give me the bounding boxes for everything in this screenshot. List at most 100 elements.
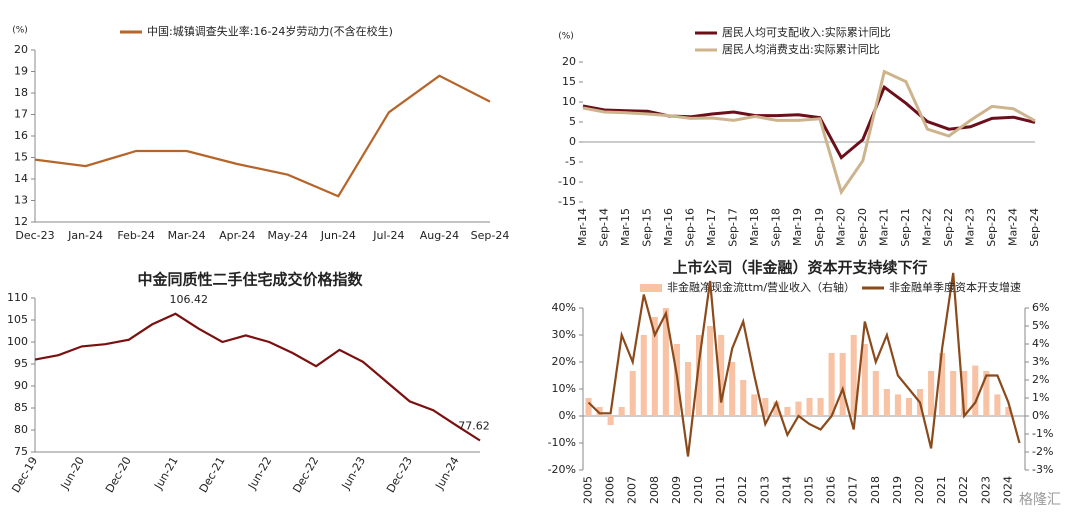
- bar: [983, 371, 990, 416]
- x-tick-label: Sep-20: [856, 208, 869, 247]
- x-tick-label: Sep-16: [684, 208, 697, 247]
- x-tick-label: 2024: [1001, 476, 1014, 504]
- bar: [607, 416, 614, 425]
- x-tick-label: Dec-19: [9, 455, 40, 496]
- x-tick-label: Dec-23: [384, 455, 415, 496]
- x-tick-label: Jun-23: [339, 455, 368, 493]
- x-tick-label: Jun-24: [432, 455, 461, 493]
- data-label: 106.42: [170, 293, 209, 306]
- y2-tick-label: 1%: [1032, 391, 1049, 404]
- bar: [939, 353, 946, 416]
- bar: [972, 365, 979, 416]
- x-tick-label: 2005: [582, 476, 595, 504]
- x-tick-label: 2010: [692, 476, 705, 504]
- bar: [828, 353, 835, 416]
- x-tick-label: Dec-21: [197, 455, 228, 496]
- bar: [961, 371, 968, 416]
- x-tick-label: Jun-20: [58, 455, 87, 493]
- x-tick-label: Jun-24: [320, 229, 356, 242]
- y-tick-label: 20: [14, 43, 28, 56]
- y-tick-label: 17: [14, 108, 28, 121]
- bar: [905, 398, 913, 416]
- x-tick-label: Aug-24: [420, 229, 459, 242]
- y-tick-label: 16: [14, 129, 28, 142]
- bar: [651, 317, 658, 416]
- x-tick-label: Mar-22: [920, 208, 933, 246]
- bar: [894, 394, 901, 416]
- x-tick-label: 2011: [714, 476, 727, 504]
- y-tick-label: 75: [14, 445, 28, 458]
- x-tick-label: Sep-21: [899, 208, 912, 247]
- x-tick-label: 2018: [869, 476, 882, 504]
- bar: [684, 362, 692, 416]
- bar: [850, 335, 857, 416]
- bar: [751, 394, 758, 416]
- legend-label: 中国:城镇调查失业率:16-24岁劳动力(不含在校生): [147, 24, 393, 38]
- bar: [740, 380, 747, 416]
- x-tick-label: Jan-24: [67, 229, 103, 242]
- x-tick-label: Sep-19: [813, 208, 826, 247]
- x-tick-label: Mar-24: [168, 229, 206, 242]
- bar: [773, 401, 780, 416]
- y2-tick-label: 4%: [1032, 337, 1049, 350]
- y2-tick-label: -2%: [1032, 445, 1053, 458]
- x-tick-label: 2008: [648, 476, 661, 504]
- x-tick-label: 2013: [758, 476, 771, 504]
- legend-label: 非金融单季度资本开支增速: [889, 280, 1021, 294]
- x-tick-label: Mar-21: [877, 208, 890, 246]
- y-tick-label: 15: [14, 151, 28, 164]
- bar: [872, 371, 879, 416]
- legend-label: 居民人均可支配收入:实际累计同比: [722, 25, 891, 39]
- x-tick-label: Mar-15: [619, 208, 632, 246]
- y-tick-label: 100: [7, 335, 28, 348]
- y2-tick-label: 2%: [1032, 373, 1049, 386]
- y-tick-label: 30%: [552, 328, 576, 341]
- bar: [640, 335, 647, 416]
- line: [582, 69, 1036, 196]
- y-tick-label: -15: [558, 195, 576, 208]
- y-tick-label: 14: [14, 172, 28, 185]
- legend-swatch: [640, 284, 662, 292]
- x-tick-label: May-24: [268, 229, 309, 242]
- y-tick-label: 110: [7, 291, 28, 304]
- x-tick-label: Dec-20: [103, 455, 134, 496]
- y-tick-label: 15: [562, 75, 576, 88]
- bar: [806, 398, 813, 416]
- bar: [695, 335, 703, 416]
- y2-tick-label: -1%: [1032, 427, 1053, 440]
- bar: [839, 353, 846, 416]
- bar: [585, 398, 592, 416]
- y-unit: (%): [12, 26, 28, 36]
- bar: [1005, 407, 1012, 416]
- y-tick-label: 0: [569, 135, 576, 148]
- x-tick-label: Sep-15: [641, 208, 654, 247]
- x-tick-label: Mar-24: [1006, 208, 1019, 246]
- y2-tick-label: 0%: [1032, 409, 1049, 422]
- y-tick-label: 20%: [552, 355, 576, 368]
- bar: [861, 344, 868, 416]
- x-tick-label: Sep-24: [1028, 208, 1041, 247]
- x-tick-label: 2007: [626, 476, 639, 504]
- legend-label: 非金融净现金流ttm/营业收入（右轴）: [667, 280, 855, 294]
- x-tick-label: Sep-14: [598, 208, 611, 247]
- x-tick-label: Sep-22: [942, 208, 955, 247]
- x-tick-label: Sep-18: [770, 208, 783, 247]
- bar: [883, 389, 890, 416]
- bar: [718, 335, 725, 416]
- legend-label: 居民人均消费支出:实际累计同比: [722, 42, 880, 56]
- x-tick-label: Mar-20: [834, 208, 847, 246]
- x-tick-label: Jun-22: [245, 455, 274, 493]
- bar: [950, 371, 957, 416]
- y-tick-label: -20%: [548, 463, 576, 476]
- x-tick-label: Mar-17: [705, 208, 718, 246]
- y-tick-label: 95: [14, 357, 28, 370]
- y-tick-label: 10: [562, 95, 576, 108]
- x-tick-label: 2022: [957, 476, 970, 504]
- bar: [762, 398, 769, 416]
- x-tick-label: 2017: [847, 476, 860, 504]
- x-tick-label: Feb-24: [117, 229, 154, 242]
- y-tick-label: 105: [7, 313, 28, 326]
- bar: [729, 362, 736, 416]
- data-label: 77.62: [458, 419, 490, 432]
- bar: [596, 407, 603, 416]
